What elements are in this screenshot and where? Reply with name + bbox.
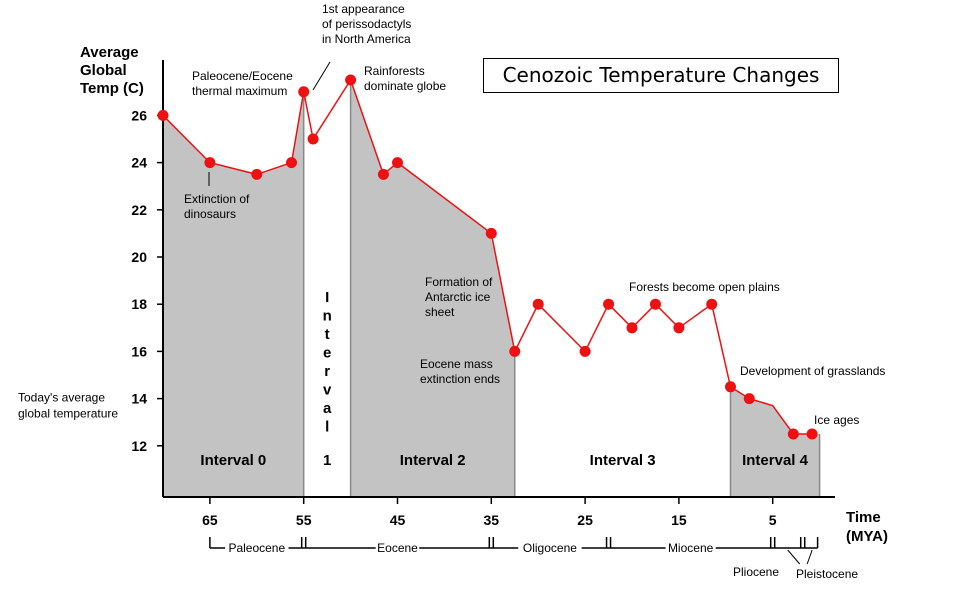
epoch-label-oligocene: Oligocene	[523, 541, 577, 555]
y-tick-label: 24	[131, 155, 147, 171]
data-point-5	[307, 133, 319, 145]
data-point-2	[251, 168, 263, 180]
data-point-19	[743, 393, 755, 405]
pleistocene-leader	[806, 549, 813, 565]
epoch-label-bg	[375, 541, 420, 555]
y-tick-label: 22	[131, 202, 147, 218]
interval-label-3: Interval 3	[590, 452, 656, 469]
y-tick-label: 16	[131, 343, 147, 359]
interval-labels-group: Interval 0 Interval 1 Interval 2 Interval 3 I…	[200, 289, 808, 469]
annotation-6: Forests become open plains	[629, 280, 780, 294]
y-tick-label: 14	[131, 391, 147, 407]
annotation-4: Formation of	[425, 275, 493, 289]
annotation-3: Extinction of	[184, 192, 250, 206]
data-point-14	[626, 322, 638, 334]
x-tick-label: 5	[769, 512, 777, 528]
annotation-8: Ice ages	[814, 413, 859, 427]
interval-label-0: Interval 0	[200, 452, 266, 469]
chart-title: Cenozoic Temperature Changes	[483, 58, 839, 93]
epoch-label-paleocene: Paleocene	[228, 541, 285, 555]
annotation-1: thermal maximum	[192, 84, 287, 98]
data-line-group	[157, 74, 818, 440]
interval-label-2: Interval 2	[400, 452, 466, 469]
data-point-9	[485, 227, 497, 239]
data-point-16	[673, 322, 685, 334]
data-point-6	[345, 74, 357, 86]
pliocene-leader	[787, 549, 801, 565]
todays-temperature-note: Today's average	[18, 391, 105, 405]
data-point-1	[204, 157, 216, 169]
interval-1-letter: a	[323, 400, 332, 417]
data-point-22	[806, 428, 818, 440]
annotation-2: Rainforests	[364, 64, 425, 78]
interval-1-letter: l	[325, 419, 329, 436]
x-tick-label: 45	[390, 512, 406, 528]
data-point-10	[509, 345, 521, 357]
x-tick-label: 65	[202, 512, 218, 528]
epoch-label-miocene: Miocene	[668, 541, 714, 555]
interval-label-4: Interval 4	[742, 452, 809, 469]
annotation-4: Antarctic ice	[425, 290, 491, 304]
interval-1-letter: r	[324, 363, 330, 380]
interval-1-letter: v	[323, 382, 332, 399]
data-point-17	[706, 298, 718, 310]
data-point-8	[392, 157, 403, 169]
epoch-label-pleistocene: Pleistocene	[796, 567, 858, 581]
y-tick-label: 26	[131, 107, 147, 123]
interval-area-0	[163, 91, 304, 498]
x-axis-title: Time	[846, 509, 881, 526]
data-point-21	[787, 428, 799, 440]
annotation-0: 1st appearance	[322, 2, 405, 16]
interval-1-letter: e	[323, 345, 331, 362]
y-axis-title: Average	[80, 44, 139, 61]
y-tick-label: 20	[131, 249, 147, 265]
data-point-13	[603, 298, 615, 310]
annotation-3: dinosaurs	[184, 207, 236, 221]
annotation-7: Development of grasslands	[740, 364, 885, 378]
epoch-label-bg	[518, 541, 582, 555]
interval-1-letter: t	[325, 326, 330, 343]
interval-1-letter: n	[323, 308, 332, 325]
annotation-5: extinction ends	[420, 372, 500, 386]
annotation-4: sheet	[425, 305, 455, 319]
epochs-group: Paleocene Eocene Oligocene Miocene Pliocene P…	[209, 537, 858, 581]
x-tick-label: 15	[671, 512, 687, 528]
y-tick-label: 12	[131, 438, 147, 454]
data-point-12	[579, 345, 591, 357]
x-tick-label: 25	[577, 512, 593, 528]
epoch-label-pliocene: Pliocene	[733, 565, 779, 579]
y-axis-title: Temp (C)	[80, 80, 144, 97]
y-tick-label: 18	[131, 296, 147, 312]
interval-1-letter: I	[325, 289, 329, 306]
data-point-18	[724, 381, 736, 393]
data-point-7	[377, 168, 389, 180]
data-point-4	[298, 86, 310, 98]
annotation-2: dominate globe	[364, 79, 446, 93]
annotation-0: in North America	[322, 32, 411, 46]
y-axis-title: Global	[80, 62, 127, 79]
annotation-leader-0	[312, 61, 331, 91]
x-tick-label: 35	[484, 512, 500, 528]
annotation-1: Paleocene/Eocene	[192, 69, 293, 83]
interval-area-2	[350, 80, 515, 497]
annotation-5: Eocene mass	[420, 357, 493, 371]
x-axis-title: (MYA)	[846, 528, 888, 545]
x-tick-label: 55	[296, 512, 312, 528]
todays-temperature-note: global temperature	[18, 407, 118, 421]
epoch-label-eocene: Eocene	[377, 541, 418, 555]
epoch-label-bg	[665, 541, 716, 555]
data-point-15	[649, 298, 661, 310]
interval-shading-group	[162, 80, 821, 498]
data-point-0	[157, 109, 169, 121]
interval-area-4	[730, 386, 820, 497]
annotation-0: of perissodactyls	[322, 17, 411, 31]
epoch-label-bg	[225, 541, 289, 555]
data-point-3	[286, 157, 298, 169]
interval-1-number: 1	[323, 452, 331, 469]
data-point-11	[532, 298, 544, 310]
